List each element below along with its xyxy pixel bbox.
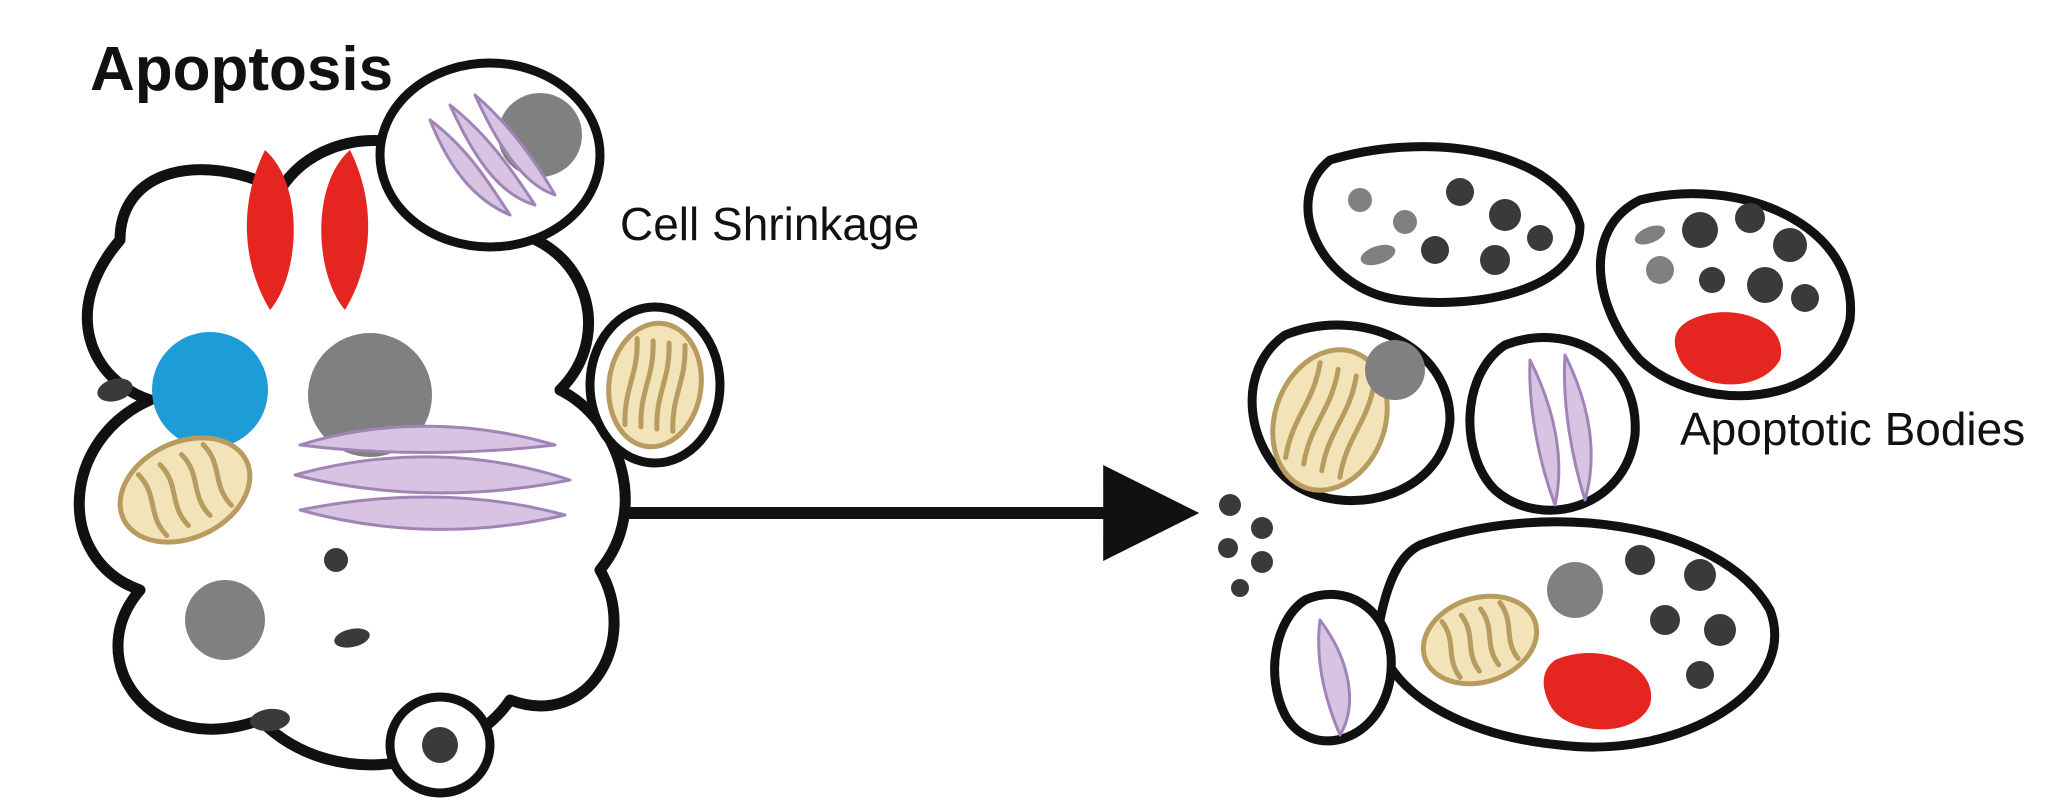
ab-bottom-large-dark-4 <box>1686 661 1714 689</box>
ab-top-dark-1 <box>1489 199 1521 231</box>
vesicle-bottom-dark <box>422 727 458 763</box>
ab-topright-dark-3 <box>1747 267 1783 303</box>
dark-granule-1 <box>324 548 348 572</box>
ab-bottom-large-dark-2 <box>1650 605 1680 635</box>
ab-topright-dark-1 <box>1735 203 1765 233</box>
ab-bottom-large-dark-0 <box>1625 545 1655 575</box>
ab-topright-dark-5 <box>1699 267 1725 293</box>
free-granule-2 <box>1218 538 1238 558</box>
ab-top-graylight-1 <box>1393 210 1417 234</box>
blue-organelle <box>152 332 268 448</box>
ab-left-mito-gray <box>1365 340 1425 400</box>
free-granule-0 <box>1219 494 1241 516</box>
ab-topright-graylight-0 <box>1646 256 1674 284</box>
ab-topright-dark-4 <box>1791 284 1819 312</box>
free-granule-3 <box>1251 551 1273 573</box>
label-cell-shrinkage: Cell Shrinkage <box>620 198 919 250</box>
ab-top-dark-0 <box>1446 178 1474 206</box>
apoptosis-diagram: Apoptosis Cell Shrinkage Apoptotic Bodies <box>0 0 2048 806</box>
ab-top-dark-4 <box>1527 225 1553 251</box>
gray-organelle-1 <box>185 580 265 660</box>
main-golgi <box>295 426 570 529</box>
ab-topright-dark-0 <box>1682 212 1718 248</box>
ab-bottom-large-dark-1 <box>1684 559 1716 591</box>
free-granule-4 <box>1231 579 1249 597</box>
ab-top-dark-2 <box>1421 236 1449 264</box>
ab-top-graylight-0 <box>1348 188 1372 212</box>
title: Apoptosis <box>90 35 393 104</box>
ab-top-membrane <box>1308 147 1580 303</box>
ab-top-dark-3 <box>1480 245 1510 275</box>
ab-bottom-large-dark-3 <box>1704 614 1736 646</box>
ab-bottom-large-gray <box>1547 562 1603 618</box>
label-apoptotic-bodies: Apoptotic Bodies <box>1680 403 2025 455</box>
ab-topright-dark-2 <box>1773 228 1807 262</box>
free-granule-1 <box>1251 517 1273 539</box>
